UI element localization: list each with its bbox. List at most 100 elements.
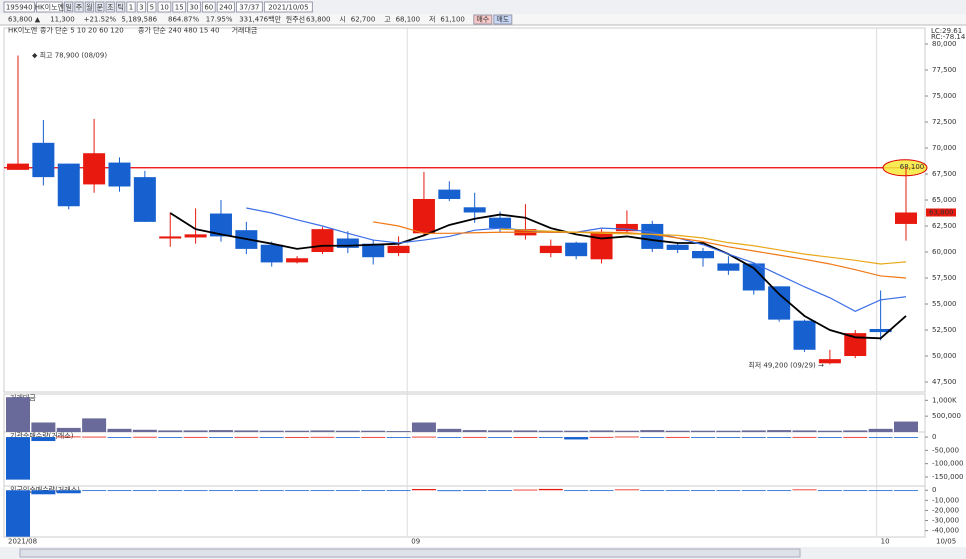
- stock-code[interactable]: 195940: [6, 4, 33, 12]
- unit-button-box[interactable]: [84, 1, 95, 13]
- bar: [31, 490, 56, 495]
- unit-button[interactable]: 틱: [117, 3, 123, 12]
- stock-name[interactable]: HK이노엔: [35, 3, 64, 12]
- period-button-box[interactable]: [157, 1, 172, 13]
- bar: [767, 437, 792, 438]
- bar: [792, 430, 817, 432]
- bar: [158, 490, 183, 492]
- bar: [158, 437, 183, 438]
- bar: [843, 430, 868, 432]
- period-button[interactable]: 30: [190, 4, 199, 12]
- bar: [158, 430, 183, 432]
- x-tick-label: 10/05: [936, 538, 956, 546]
- bar: [538, 437, 563, 438]
- bar: [564, 437, 589, 440]
- period-button[interactable]: 15: [175, 4, 184, 12]
- period-button-box[interactable]: [136, 1, 147, 13]
- bar: [741, 490, 766, 492]
- unit-button-box[interactable]: [115, 1, 126, 13]
- unit-button-box[interactable]: [105, 1, 115, 13]
- candle-body: [818, 359, 841, 364]
- quote-field: 331,476백만: [239, 15, 281, 24]
- bar: [132, 429, 157, 432]
- y-tick-label: 80,000: [932, 40, 957, 48]
- bar: [691, 430, 716, 432]
- unit-button[interactable]: 초: [107, 4, 114, 12]
- order-button[interactable]: [493, 14, 513, 25]
- period-button-box[interactable]: [172, 1, 187, 13]
- unit-button[interactable]: 주: [76, 4, 83, 12]
- bar: [285, 436, 310, 438]
- bar: [513, 436, 538, 438]
- period-button-box[interactable]: [126, 1, 136, 13]
- y-tick-label: 52,500: [932, 326, 957, 334]
- legend-text: HK이노엔: [8, 26, 37, 35]
- x-tick-label: 10: [881, 538, 890, 546]
- period-button-box[interactable]: [216, 1, 235, 13]
- bar: [614, 489, 639, 491]
- period-button[interactable]: 10: [160, 4, 169, 12]
- period-button-box[interactable]: [187, 1, 201, 13]
- period-button[interactable]: 3: [139, 4, 143, 12]
- legend-text: 종가 단순 5 10 20 60 120: [40, 26, 124, 35]
- bar: [411, 489, 436, 491]
- period-button-box[interactable]: [201, 1, 216, 13]
- bar: [716, 437, 741, 438]
- unit-button[interactable]: 일: [65, 3, 71, 12]
- unit-button[interactable]: 월: [86, 3, 92, 12]
- candle-body: [692, 250, 715, 259]
- unit-button[interactable]: 분: [97, 4, 104, 12]
- unit-button-box[interactable]: [63, 1, 74, 13]
- y-tick-label: -40,000: [932, 527, 959, 535]
- unit-button-box[interactable]: [74, 1, 84, 13]
- bar: [335, 490, 360, 492]
- unit-button-box[interactable]: [95, 1, 105, 13]
- bar: [310, 490, 335, 492]
- candle-body: [362, 243, 385, 258]
- date-field[interactable]: 2021/10/05: [268, 4, 308, 12]
- bar: [208, 437, 233, 438]
- bar: [589, 430, 614, 432]
- bar: [691, 437, 716, 438]
- scroll-thumb[interactable]: [19, 548, 801, 558]
- candle-body: [565, 242, 588, 257]
- candle-body: [895, 212, 917, 224]
- candle-body: [641, 223, 664, 249]
- y-tick-label: 50,000: [932, 352, 957, 360]
- y-tick-label: 1,000K: [932, 396, 957, 404]
- bar: [564, 430, 589, 432]
- order-button[interactable]: [473, 14, 493, 25]
- quote-field: 68,100: [396, 16, 421, 24]
- stock-name-box[interactable]: [35, 1, 63, 13]
- bar: [386, 431, 411, 432]
- period-button[interactable]: 60: [204, 4, 213, 12]
- bar: [462, 490, 487, 492]
- bar: [665, 430, 690, 432]
- date-field-box[interactable]: [263, 1, 313, 13]
- period-button[interactable]: 240: [219, 4, 232, 12]
- period-button[interactable]: 5: [150, 4, 154, 12]
- bar: [82, 436, 107, 438]
- bar: [437, 428, 462, 432]
- stock-code-box[interactable]: [3, 1, 35, 13]
- order-label[interactable]: 매도: [496, 16, 509, 24]
- bar: [894, 437, 918, 438]
- period-button-box[interactable]: [147, 1, 157, 13]
- quote-field: 63,800 ▲: [8, 16, 41, 24]
- bar: [868, 437, 893, 438]
- bar: [716, 490, 741, 492]
- quote-field: 63,800: [306, 16, 331, 24]
- bar: [894, 490, 918, 492]
- bar: [817, 437, 842, 438]
- bar: [183, 436, 208, 438]
- period-button[interactable]: 1: [129, 4, 133, 12]
- legend-text: 종가 단순 240 480 15 40: [138, 26, 219, 35]
- y-tick-label: 67,500: [932, 170, 957, 178]
- candle-body: [539, 245, 562, 254]
- bar: [361, 490, 386, 492]
- candle-body: [412, 198, 435, 234]
- bar: [589, 436, 614, 438]
- quote-field: 864.87%: [168, 16, 199, 24]
- order-label[interactable]: 매수: [476, 16, 489, 24]
